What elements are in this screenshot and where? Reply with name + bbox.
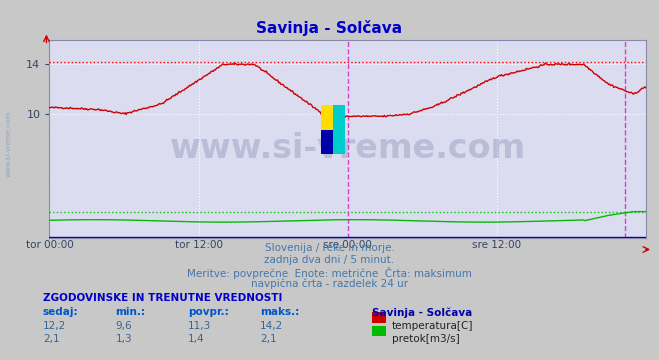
Text: zadnja dva dni / 5 minut.: zadnja dva dni / 5 minut. [264,255,395,265]
Text: 1,3: 1,3 [115,334,132,345]
Text: 14,2: 14,2 [260,321,283,331]
Text: pretok[m3/s]: pretok[m3/s] [392,334,460,345]
Text: 2,1: 2,1 [260,334,277,345]
Text: 12,2: 12,2 [43,321,66,331]
Text: Meritve: povprečne  Enote: metrične  Črta: maksimum: Meritve: povprečne Enote: metrične Črta:… [187,267,472,279]
Text: 9,6: 9,6 [115,321,132,331]
Text: ZGODOVINSKE IN TRENUTNE VREDNOSTI: ZGODOVINSKE IN TRENUTNE VREDNOSTI [43,293,282,303]
Text: min.:: min.: [115,307,146,317]
Text: 11,3: 11,3 [188,321,211,331]
Text: www.si-vreme.com: www.si-vreme.com [5,111,11,177]
Text: 2,1: 2,1 [43,334,59,345]
Text: 1,4: 1,4 [188,334,204,345]
Text: sedaj:: sedaj: [43,307,78,317]
Text: www.si-vreme.com: www.si-vreme.com [169,132,526,165]
Text: navpična črta - razdelek 24 ur: navpična črta - razdelek 24 ur [251,279,408,289]
Text: Savinja - Solčava: Savinja - Solčava [256,20,403,36]
Text: Slovenija / reke in morje.: Slovenija / reke in morje. [264,243,395,253]
Text: maks.:: maks.: [260,307,300,317]
Text: temperatura[C]: temperatura[C] [392,321,474,331]
Text: povpr.:: povpr.: [188,307,229,317]
Text: Savinja - Solčava: Savinja - Solčava [372,307,473,318]
